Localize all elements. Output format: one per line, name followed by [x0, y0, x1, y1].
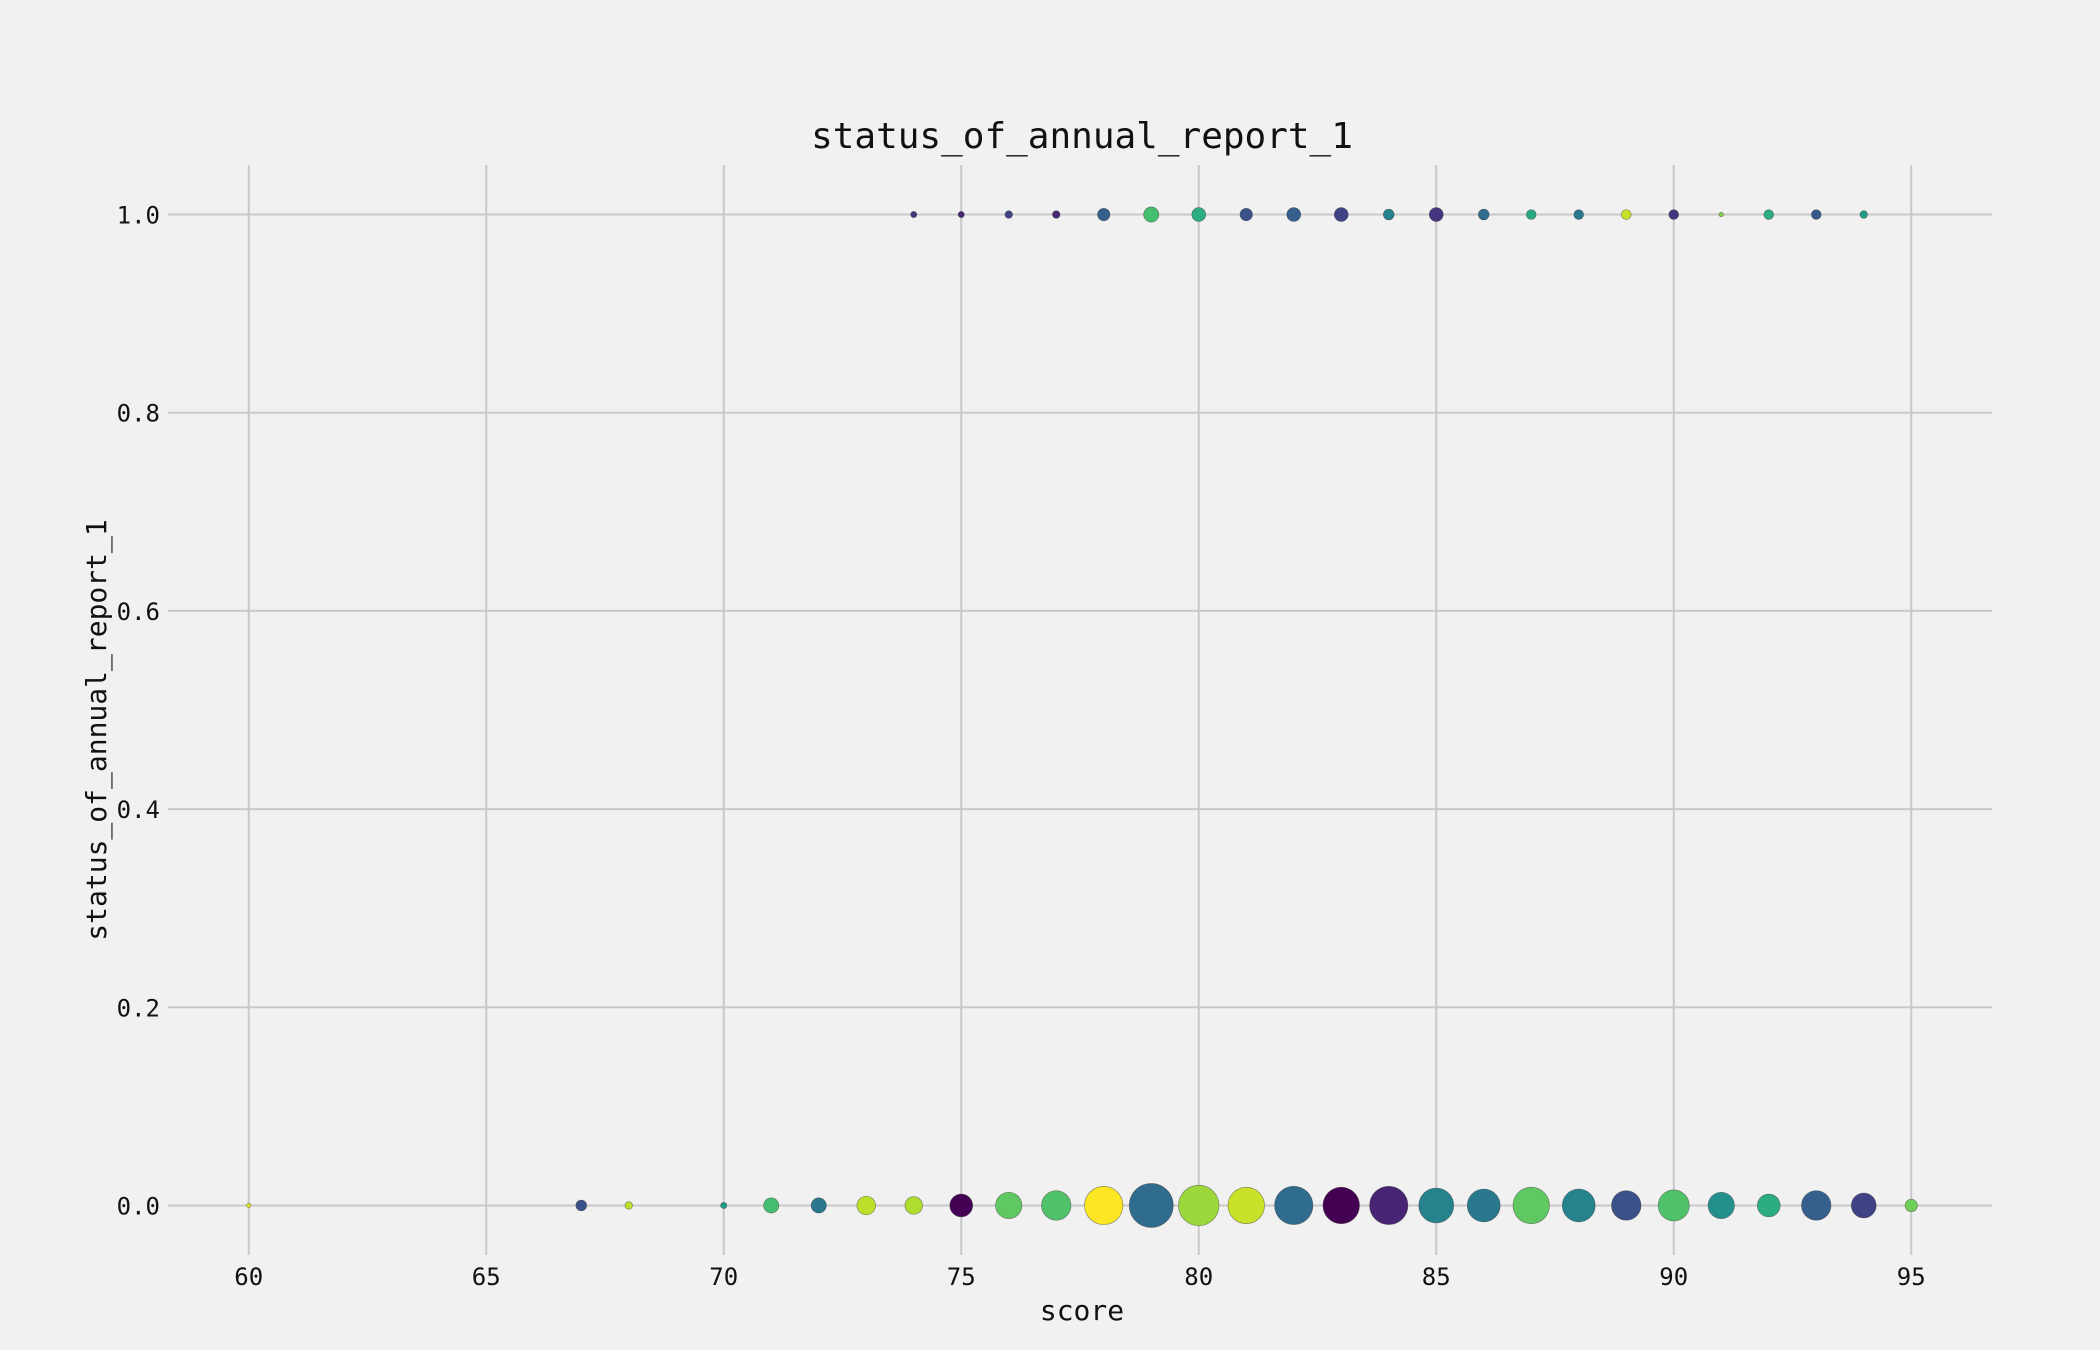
- scatter-point: [1084, 1185, 1124, 1225]
- y-axis-title: status_of_annual_report_1: [80, 519, 114, 940]
- scatter-point: [1621, 209, 1632, 220]
- y-tick-label: 0.0: [117, 1192, 160, 1220]
- scatter-point: [624, 1201, 633, 1210]
- y-tick-label: 0.4: [117, 796, 160, 824]
- y-tick-label: 0.8: [117, 400, 160, 428]
- scatter-point: [1333, 207, 1349, 222]
- scatter-point: [1383, 208, 1395, 221]
- scatter-point: [1763, 209, 1774, 220]
- scatter-point: [1859, 210, 1868, 219]
- y-tick-label: 0.2: [117, 994, 160, 1022]
- scatter-point: [949, 1193, 973, 1218]
- scatter-point: [1322, 1186, 1360, 1225]
- x-tick-label: 85: [1422, 1263, 1451, 1291]
- x-tick-label: 65: [472, 1263, 501, 1291]
- scatter-point: [1526, 209, 1537, 220]
- scatter-point: [1466, 1188, 1501, 1223]
- scatter-point: [1561, 1188, 1596, 1223]
- scatter-point: [1178, 1184, 1220, 1227]
- y-tick-label: 1.0: [117, 202, 160, 230]
- chart-title: status_of_annual_report_1: [811, 116, 1353, 157]
- scatter-point: [1573, 209, 1584, 220]
- scatter-point: [763, 1197, 780, 1214]
- scatter-point: [1052, 210, 1061, 219]
- x-tick-labels: 60 65 70 75 80 85 90 95: [234, 1263, 1925, 1291]
- scatter-point: [1707, 1191, 1735, 1219]
- scatter-point: [957, 211, 965, 218]
- scatter-point: [1611, 1190, 1642, 1221]
- scatter-point: [1274, 1185, 1314, 1225]
- scatter-point: [1418, 1187, 1455, 1224]
- points-layer: [246, 206, 1918, 1228]
- scatter-point: [1369, 1185, 1409, 1225]
- scatter-point: [1811, 209, 1822, 220]
- scatter-point: [1512, 1186, 1550, 1225]
- x-axis-title: score: [1040, 1294, 1124, 1327]
- scatter-point: [995, 1191, 1023, 1219]
- x-tick-label: 95: [1897, 1263, 1926, 1291]
- scatter-point: [1904, 1198, 1918, 1212]
- scatter-point: [1004, 210, 1013, 219]
- scatter-point: [1128, 1183, 1174, 1228]
- scatter-point: [1851, 1192, 1877, 1219]
- y-tick-label: 0.6: [117, 598, 160, 626]
- scatter-point: [1718, 212, 1724, 218]
- scatter-point: [1668, 209, 1679, 220]
- scatter-point: [1041, 1190, 1072, 1221]
- scatter-point: [904, 1196, 923, 1215]
- scatter-point: [720, 1202, 728, 1209]
- scatter-point: [810, 1197, 827, 1214]
- x-tick-label: 70: [709, 1263, 738, 1291]
- grid-layer: [168, 165, 1992, 1255]
- scatter-point: [1757, 1193, 1781, 1218]
- x-tick-label: 60: [234, 1263, 263, 1291]
- scatter-point: [856, 1195, 876, 1216]
- y-tick-labels: 0.0 0.2 0.4 0.6 0.8 1.0: [117, 202, 160, 1221]
- scatter-point: [1191, 207, 1207, 222]
- scatter-point: [1801, 1190, 1832, 1221]
- x-tick-label: 75: [947, 1263, 976, 1291]
- scatter-point: [910, 211, 918, 218]
- x-tick-label: 90: [1659, 1263, 1688, 1291]
- scatter-point: [1286, 207, 1302, 222]
- x-tick-label: 80: [1184, 1263, 1213, 1291]
- scatter-point: [246, 1202, 252, 1208]
- scatter-point: [1239, 208, 1253, 222]
- scatter-point: [1097, 208, 1111, 222]
- scatter-point: [575, 1199, 587, 1212]
- scatter-point: [1478, 208, 1490, 221]
- scatter-point: [1428, 207, 1444, 222]
- scatter-point: [1143, 206, 1160, 223]
- scatter-point: [1227, 1186, 1265, 1225]
- scatter-point: [1657, 1189, 1690, 1222]
